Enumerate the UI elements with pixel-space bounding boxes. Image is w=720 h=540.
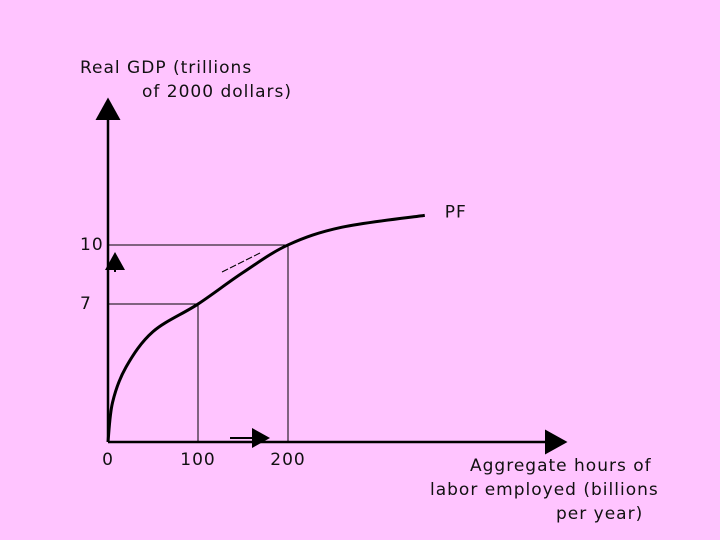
y-axis-label: of 2000 dollars) xyxy=(142,82,292,102)
x-tick-label: 0 xyxy=(102,450,114,470)
x-tick-label: 100 xyxy=(180,450,215,470)
curve-arrows xyxy=(221,252,261,273)
x-axis-label: labor employed (billions xyxy=(430,480,659,500)
pf-curve xyxy=(106,213,426,443)
series-label: PF xyxy=(445,202,467,222)
y-tick-label: 7 xyxy=(80,294,92,314)
y-axis-label: Real GDP (trillions xyxy=(80,58,252,78)
y-tick-label: 10 xyxy=(80,235,104,255)
x-axis-label: per year) xyxy=(556,504,643,524)
x-tick-label: 200 xyxy=(270,450,305,470)
x-axis-label: Aggregate hours of xyxy=(470,456,652,476)
